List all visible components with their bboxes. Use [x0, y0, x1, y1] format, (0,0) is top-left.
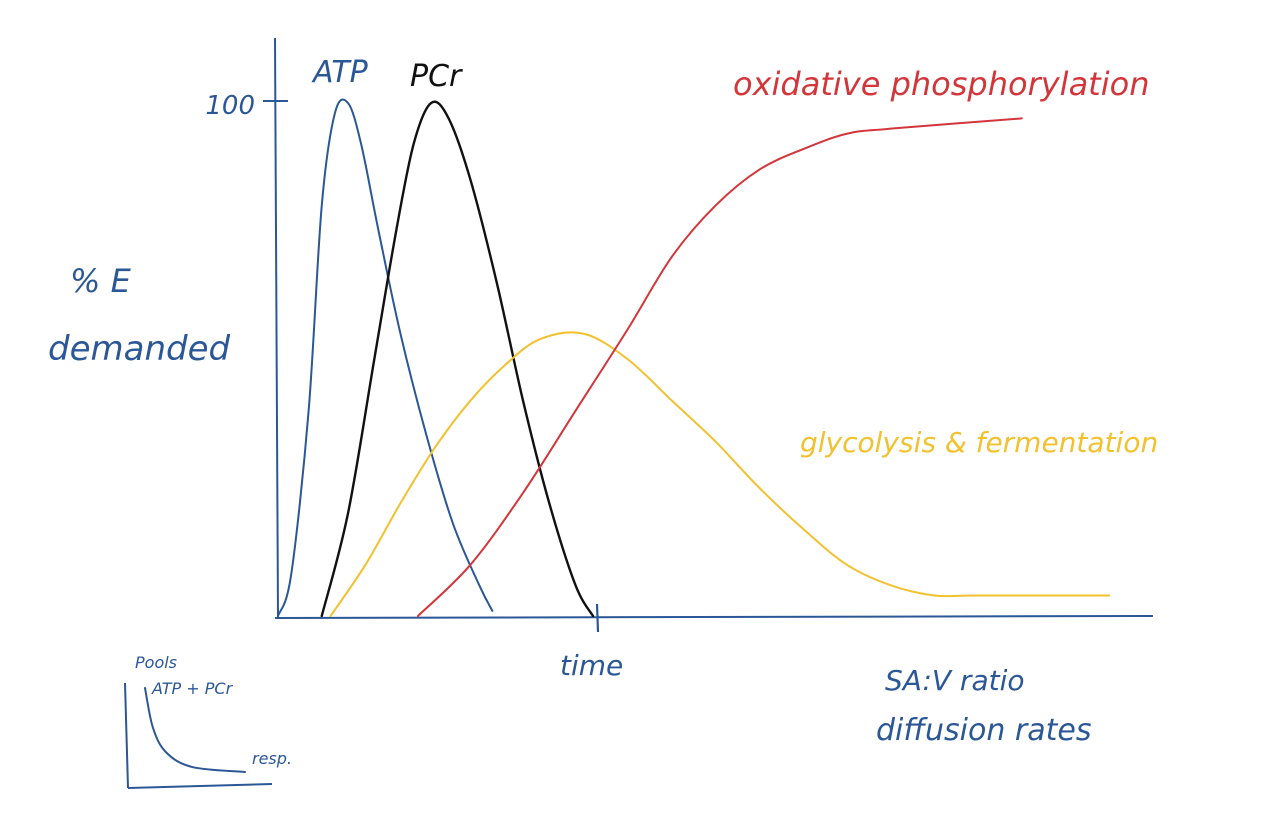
x-axis-label: time — [560, 649, 623, 682]
x-marker-tick — [595, 603, 600, 633]
series-curves — [277, 98, 1111, 618]
inset-curve — [144, 687, 246, 773]
series-label-pcr: PCr — [410, 59, 463, 94]
inset-y-axis — [124, 682, 129, 789]
inset-label-pools: Pools — [135, 653, 177, 672]
x-axis — [274, 615, 1154, 619]
inset-label-resp: resp. — [252, 749, 292, 768]
y-axis-label-line1: % E — [70, 262, 132, 300]
y-axis-label-line2: demanded — [48, 329, 231, 369]
annotation-diffusion-rates: diffusion rates — [876, 713, 1091, 748]
y-axis — [274, 37, 279, 619]
inset-label-atp-pcr: ATP + PCr — [151, 679, 234, 698]
inset-chart: Pools ATP + PCr resp. — [124, 653, 292, 789]
series-label-oxphos: oxidative phosphorylation — [733, 65, 1149, 103]
series-label-atp: ATP — [311, 55, 369, 90]
series-line-oxphos — [417, 117, 1023, 617]
series-label-glycolysis: glycolysis & fermentation — [800, 426, 1158, 459]
series-line-pcr — [320, 100, 595, 618]
series-line-atp — [277, 98, 494, 617]
y-tick-label: 100 — [205, 91, 255, 121]
inset-curve-group — [144, 687, 246, 773]
inset-x-axis — [127, 783, 273, 789]
annotation-sav-ratio: SA:V ratio — [885, 664, 1025, 697]
series-line-glycolysis — [329, 331, 1111, 617]
